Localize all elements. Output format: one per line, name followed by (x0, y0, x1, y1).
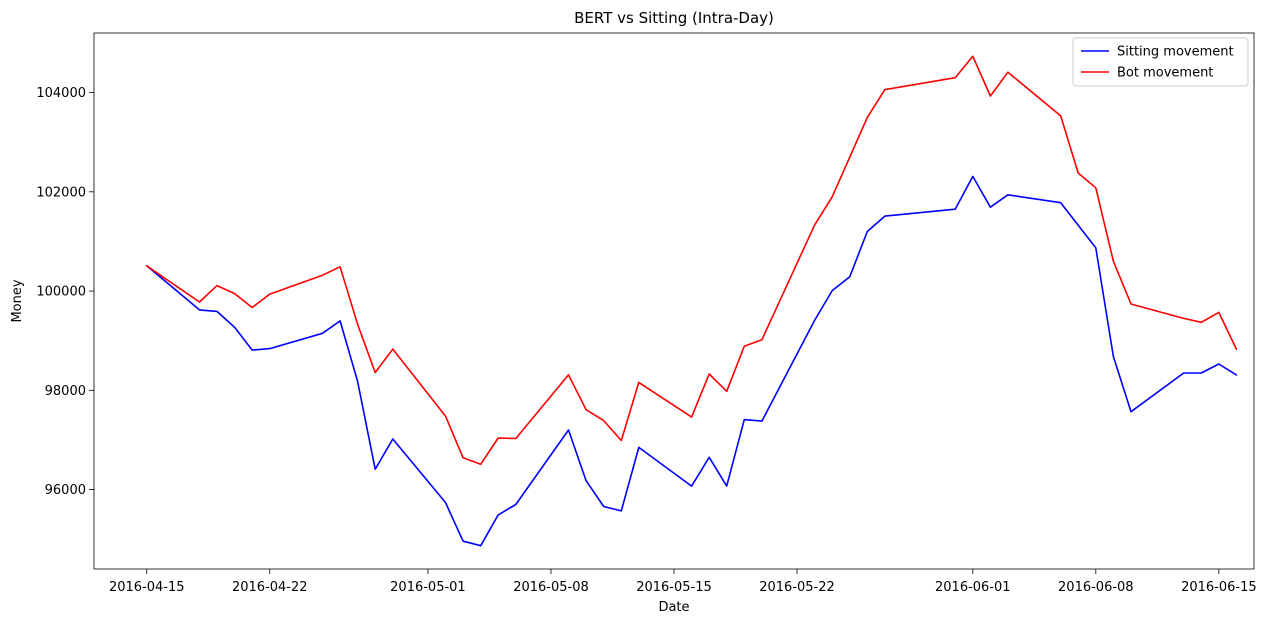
x-tick-label: 2016-06-15 (1181, 580, 1257, 595)
legend-label: Sitting movement (1117, 45, 1234, 60)
y-tick-label: 100000 (36, 285, 86, 300)
x-tick-label: 2016-04-15 (109, 580, 185, 595)
x-tick-label: 2016-05-22 (759, 580, 835, 595)
x-axis: 2016-04-15 2016-04-22 2016-05-01 2016-05-08… (109, 569, 1257, 595)
series-lines (145, 55, 1238, 547)
x-tick-label: 2016-05-08 (513, 580, 589, 595)
x-tick-label: 2016-06-08 (1058, 580, 1134, 595)
y-tick-label: 104000 (36, 86, 86, 101)
x-axis-title: Date (658, 600, 689, 615)
series-line-0 (145, 175, 1238, 547)
legend: Sitting movement Bot movement (1072, 37, 1249, 87)
chart-title: BERT vs Sitting (Intra-Day) (574, 9, 774, 27)
legend-box (1072, 37, 1249, 87)
legend-label: Bot movement (1117, 66, 1213, 81)
x-tick-label: 2016-05-01 (390, 580, 466, 595)
series-line-1 (145, 55, 1238, 466)
y-tick-label: 96000 (45, 483, 86, 498)
x-tick-label: 2016-05-15 (636, 580, 712, 595)
plot-area (93, 32, 1255, 570)
y-tick-label: 98000 (45, 384, 86, 399)
y-axis-title: Money (10, 279, 25, 322)
x-tick-label: 2016-04-22 (232, 580, 308, 595)
x-tick-label: 2016-06-01 (935, 580, 1011, 595)
y-tick-label: 102000 (36, 185, 86, 200)
y-axis: 96000 98000 100000 102000 104000 (36, 86, 94, 498)
